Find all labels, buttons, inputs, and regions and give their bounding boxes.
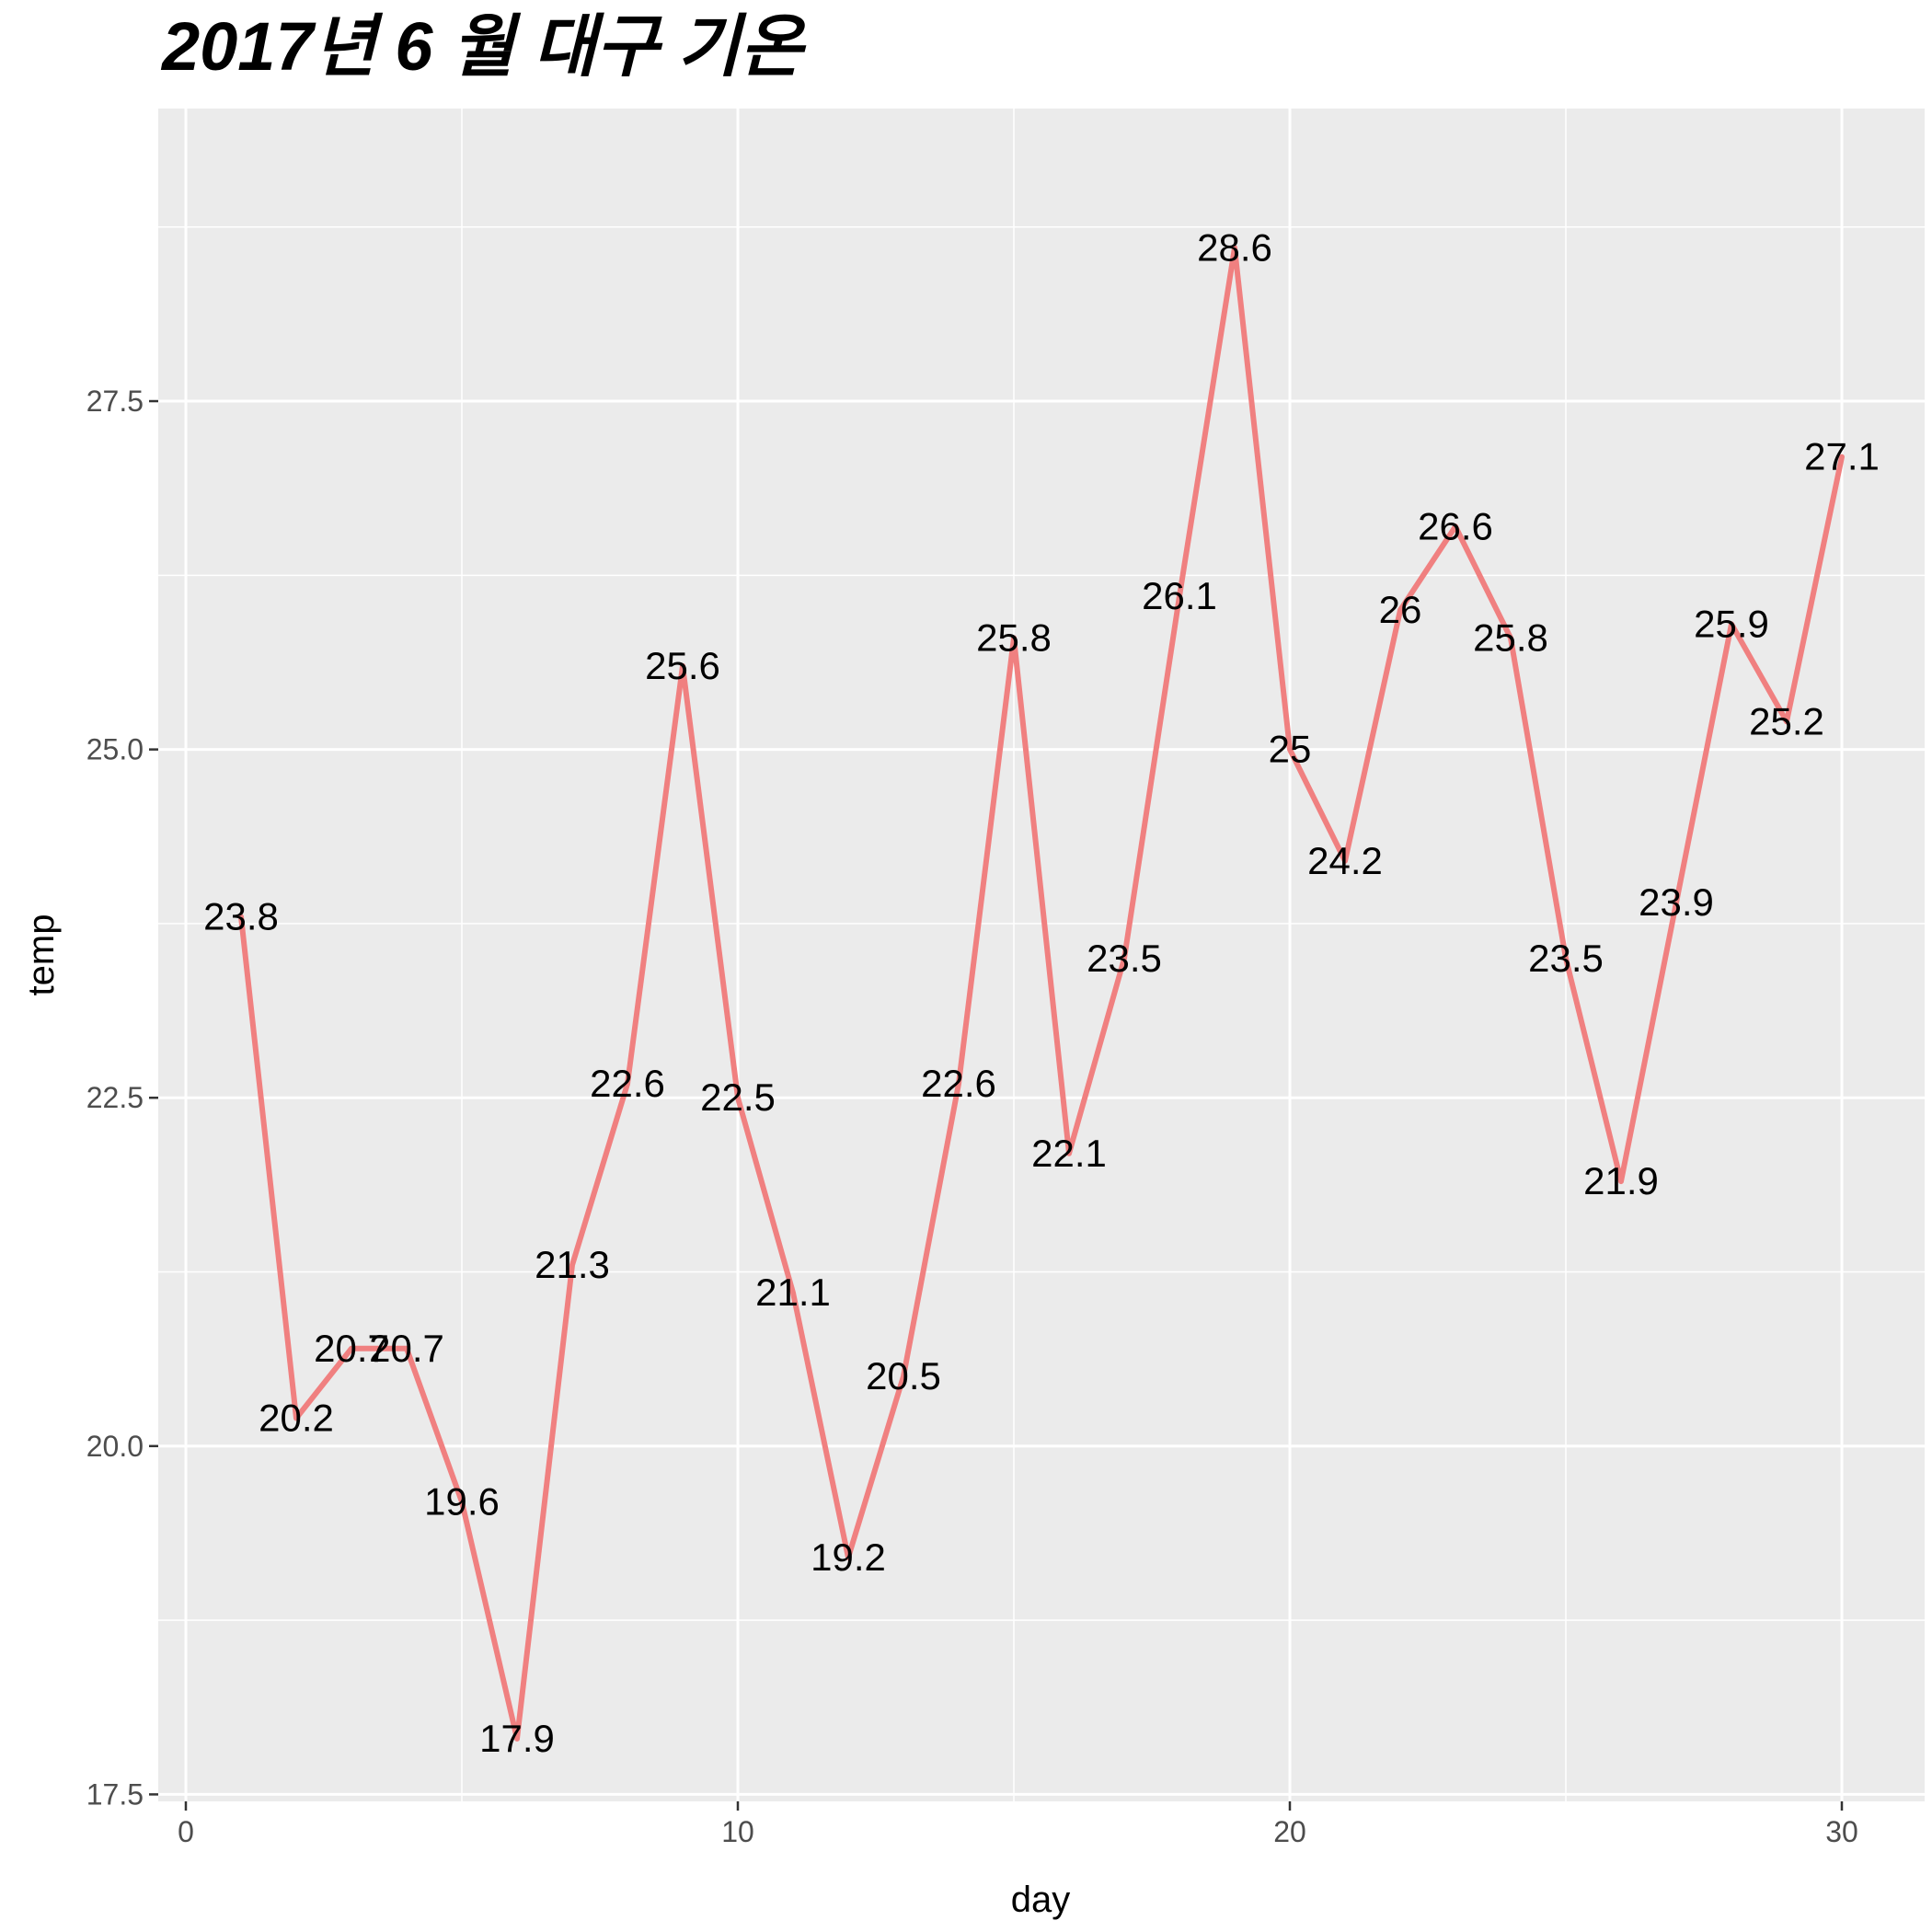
data-label: 21.9 <box>1583 1159 1659 1202</box>
y-axis-title: temp <box>21 914 62 996</box>
data-label: 22.6 <box>590 1062 665 1105</box>
y-tick-label: 20.0 <box>86 1430 144 1463</box>
data-label: 22.5 <box>700 1075 776 1119</box>
data-label: 25.6 <box>645 644 720 687</box>
y-tick-label: 25.0 <box>86 733 144 766</box>
data-label: 23.9 <box>1639 880 1714 924</box>
data-label: 26.6 <box>1418 504 1493 547</box>
x-tick-label: 10 <box>721 1815 754 1848</box>
y-tick-label: 27.5 <box>86 385 144 418</box>
series-line <box>238 245 1845 1742</box>
data-label: 20.7 <box>369 1327 444 1370</box>
data-label: 19.2 <box>811 1535 886 1579</box>
data-label: 26 <box>1379 588 1422 631</box>
data-label: 23.5 <box>1528 937 1604 980</box>
data-label: 20.7 <box>314 1327 389 1370</box>
data-label: 26.1 <box>1142 574 1217 617</box>
data-label: 23.8 <box>203 894 279 937</box>
chart-title: 2017년 6 월 대구 기온 <box>160 8 807 85</box>
data-labels: 23.8 20.2 20.720.7 19.6 17.9 21.3 22.6 25.6 22.5… <box>203 225 1880 1759</box>
x-tick-label: 0 <box>178 1815 194 1848</box>
data-label: 17.9 <box>479 1717 555 1760</box>
data-label: 20.2 <box>259 1397 334 1440</box>
data-label: 25.8 <box>976 615 1052 659</box>
data-label: 20.5 <box>866 1354 941 1397</box>
x-tick-label: 30 <box>1825 1815 1858 1848</box>
data-label: 27.1 <box>1804 435 1880 478</box>
data-label: 25.2 <box>1749 699 1824 742</box>
data-label: 23.5 <box>1087 937 1162 980</box>
x-axis-title: day <box>1011 1880 1071 1920</box>
plot-panel <box>158 109 1925 1801</box>
data-label: 21.1 <box>755 1271 831 1314</box>
x-tick-labels: 0 10 20 30 <box>178 1815 1858 1848</box>
data-label: 25 <box>1269 728 1312 771</box>
y-tick-labels: 17.5 20.0 22.5 25.0 27.5 <box>86 385 144 1811</box>
y-tick-label: 17.5 <box>86 1777 144 1811</box>
data-label: 19.6 <box>424 1479 500 1523</box>
data-label: 25.9 <box>1694 602 1769 645</box>
y-tick-label: 22.5 <box>86 1081 144 1114</box>
grid-major <box>158 109 1925 1801</box>
data-label: 21.3 <box>535 1243 610 1286</box>
axis-ticks <box>149 399 1844 1811</box>
x-tick-label: 20 <box>1273 1815 1306 1848</box>
data-label: 24.2 <box>1307 839 1383 882</box>
data-label: 22.1 <box>1031 1132 1107 1175</box>
data-label: 28.6 <box>1197 225 1272 269</box>
data-label: 25.8 <box>1473 615 1548 659</box>
data-label: 22.6 <box>921 1062 996 1105</box>
